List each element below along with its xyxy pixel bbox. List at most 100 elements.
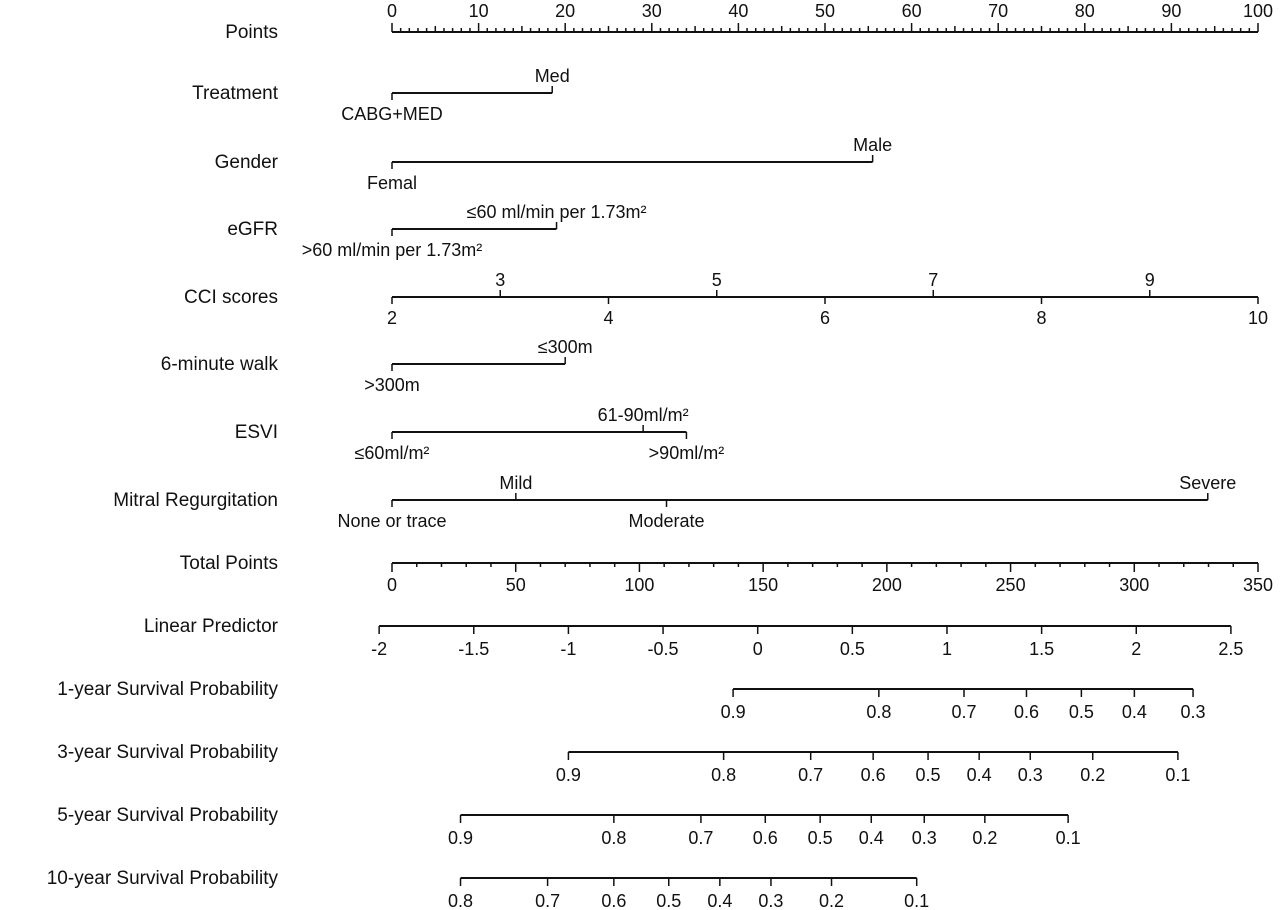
esvi-level-label: ≤60ml/m² (355, 443, 430, 463)
3-year-survival-probability-tick-label: 0.3 (1018, 765, 1043, 785)
mitral-regurgitation-level-label: None or trace (337, 511, 446, 531)
10-year-survival-probability-tick-label: 0.1 (904, 891, 929, 910)
points-tick-label: 70 (988, 1, 1008, 21)
total-points-tick-label: 50 (506, 575, 526, 595)
points-tick-label: 40 (728, 1, 748, 21)
points-tick-label: 80 (1075, 1, 1095, 21)
row-label-total-points: Total Points (180, 553, 278, 574)
points-tick-label: 90 (1161, 1, 1181, 21)
linear-predictor-tick-label: -1 (560, 639, 576, 659)
total-points-tick-label: 0 (387, 575, 397, 595)
1-year-survival-probability-tick-label: 0.8 (866, 702, 891, 722)
5-year-survival-probability-tick-label: 0.5 (808, 828, 833, 848)
10-year-survival-probability-tick-label: 0.5 (656, 891, 681, 910)
points-tick-label: 100 (1243, 1, 1273, 21)
total-points-tick-label: 350 (1243, 575, 1273, 595)
1-year-survival-probability-tick-label: 0.9 (721, 702, 746, 722)
row-label-treatment: Treatment (192, 83, 279, 104)
6-minute-walk-level-label: >300m (364, 375, 420, 395)
5-year-survival-probability-tick-label: 0.8 (601, 828, 626, 848)
gender-level-label: Femal (367, 173, 417, 193)
3-year-survival-probability-tick-label: 0.8 (711, 765, 736, 785)
row-label-gender: Gender (215, 152, 279, 173)
5-year-survival-probability-tick-label: 0.7 (688, 828, 713, 848)
egfr-level-label: ≤60 ml/min per 1.73m² (467, 202, 647, 222)
total-points-tick-label: 200 (872, 575, 902, 595)
1-year-survival-probability-tick-label: 0.4 (1122, 702, 1147, 722)
10-year-survival-probability-tick-label: 0.3 (758, 891, 783, 910)
treatment-level-label: Med (535, 66, 570, 86)
mitral-regurgitation-level-label: Mild (499, 473, 532, 493)
linear-predictor-tick-label: 1.5 (1029, 639, 1054, 659)
1-year-survival-probability-tick-label: 0.7 (952, 702, 977, 722)
linear-predictor-tick-label: -2 (371, 639, 387, 659)
row-label-1-year-survival-probability: 1-year Survival Probability (57, 679, 278, 700)
total-points-tick-label: 250 (996, 575, 1026, 595)
points-tick-label: 0 (387, 1, 397, 21)
esvi-level-label: 61-90ml/m² (598, 405, 689, 425)
linear-predictor-tick-label: 2.5 (1218, 639, 1243, 659)
points-tick-label: 50 (815, 1, 835, 21)
linear-predictor-tick-label: 0 (753, 639, 763, 659)
3-year-survival-probability-tick-label: 0.2 (1080, 765, 1105, 785)
linear-predictor-tick-label: 2 (1131, 639, 1141, 659)
3-year-survival-probability-tick-label: 0.7 (798, 765, 823, 785)
total-points-tick-label: 100 (624, 575, 654, 595)
10-year-survival-probability-tick-label: 0.2 (819, 891, 844, 910)
linear-predictor-tick-label: 0.5 (840, 639, 865, 659)
total-points-tick-label: 150 (748, 575, 778, 595)
5-year-survival-probability-tick-label: 0.1 (1056, 828, 1081, 848)
cci-scores-level-label: 3 (495, 270, 505, 290)
cci-scores-level-label: 6 (820, 308, 830, 328)
row-label-10-year-survival-probability: 10-year Survival Probability (47, 868, 279, 889)
treatment-level-label: CABG+MED (341, 104, 443, 124)
row-label-6-minute-walk: 6-minute walk (161, 354, 279, 375)
6-minute-walk-level-label: ≤300m (538, 337, 593, 357)
points-tick-label: 60 (902, 1, 922, 21)
cci-scores-level-label: 5 (712, 270, 722, 290)
cci-scores-level-label: 10 (1248, 308, 1268, 328)
1-year-survival-probability-tick-label: 0.6 (1014, 702, 1039, 722)
points-tick-label: 10 (469, 1, 489, 21)
row-label-esvi: ESVI (235, 422, 278, 443)
1-year-survival-probability-tick-label: 0.3 (1181, 702, 1206, 722)
points-tick-label: 20 (555, 1, 575, 21)
10-year-survival-probability-tick-label: 0.7 (535, 891, 560, 910)
row-label-5-year-survival-probability: 5-year Survival Probability (57, 805, 278, 826)
row-label-cci-scores: CCI scores (184, 287, 278, 308)
cci-scores-level-label: 9 (1145, 270, 1155, 290)
5-year-survival-probability-tick-label: 0.2 (972, 828, 997, 848)
row-label-egfr: eGFR (227, 219, 278, 240)
3-year-survival-probability-tick-label: 0.5 (916, 765, 941, 785)
cci-scores-level-label: 7 (928, 270, 938, 290)
3-year-survival-probability-tick-label: 0.1 (1165, 765, 1190, 785)
1-year-survival-probability-tick-label: 0.5 (1069, 702, 1094, 722)
10-year-survival-probability-tick-label: 0.6 (601, 891, 626, 910)
5-year-survival-probability-tick-label: 0.9 (448, 828, 473, 848)
3-year-survival-probability-tick-label: 0.4 (967, 765, 992, 785)
mitral-regurgitation-level-label: Moderate (628, 511, 704, 531)
10-year-survival-probability-tick-label: 0.8 (448, 891, 473, 910)
3-year-survival-probability-tick-label: 0.6 (861, 765, 886, 785)
points-tick-label: 30 (642, 1, 662, 21)
linear-predictor-tick-label: 1 (942, 639, 952, 659)
row-label-linear-predictor: Linear Predictor (144, 616, 279, 637)
cci-scores-level-label: 8 (1036, 308, 1046, 328)
gender-level-label: Male (853, 135, 892, 155)
3-year-survival-probability-tick-label: 0.9 (556, 765, 581, 785)
5-year-survival-probability-tick-label: 0.6 (753, 828, 778, 848)
5-year-survival-probability-tick-label: 0.4 (859, 828, 884, 848)
egfr-level-label: >60 ml/min per 1.73m² (302, 240, 483, 260)
cci-scores-level-label: 2 (387, 308, 397, 328)
linear-predictor-tick-label: -0.5 (648, 639, 679, 659)
esvi-level-label: >90ml/m² (649, 443, 725, 463)
linear-predictor-tick-label: -1.5 (458, 639, 489, 659)
row-label-points: Points (225, 22, 278, 43)
10-year-survival-probability-tick-label: 0.4 (707, 891, 732, 910)
5-year-survival-probability-tick-label: 0.3 (912, 828, 937, 848)
mitral-regurgitation-level-label: Severe (1179, 473, 1236, 493)
row-label-mitral-regurgitation: Mitral Regurgitation (113, 490, 278, 511)
row-label-3-year-survival-probability: 3-year Survival Probability (57, 742, 278, 763)
cci-scores-level-label: 4 (603, 308, 613, 328)
total-points-tick-label: 300 (1119, 575, 1149, 595)
